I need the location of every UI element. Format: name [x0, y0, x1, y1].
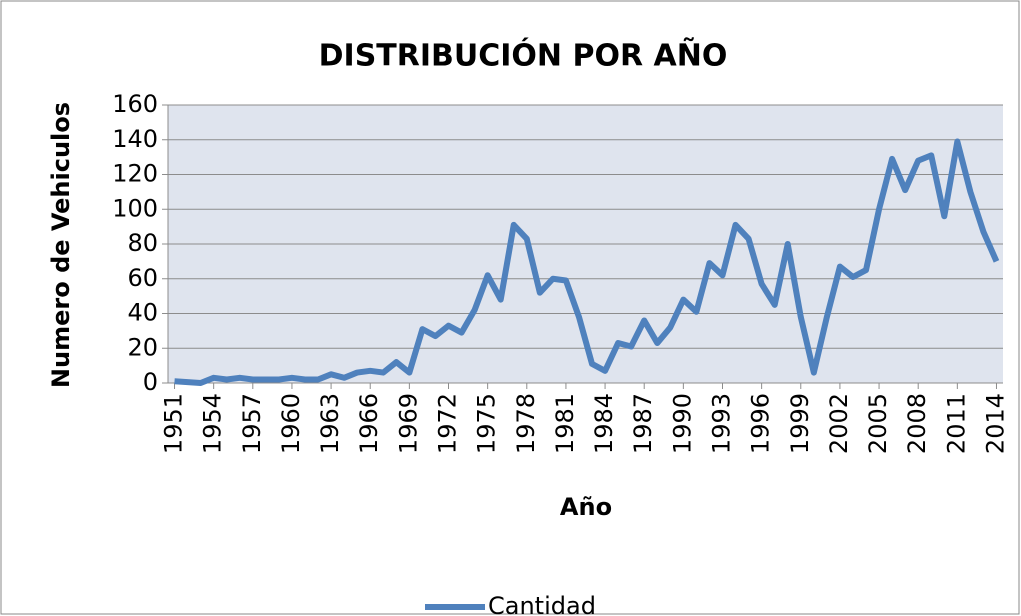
x-tick-label: 1960: [277, 393, 305, 454]
x-tick-label: 1999: [786, 393, 814, 454]
y-axis-title: Numero de Vehiculos: [47, 102, 75, 388]
chart-title: DISTRIBUCIÓN POR AÑO: [319, 37, 728, 74]
y-tick-label: 160: [112, 90, 158, 118]
x-tick-label: 2011: [942, 393, 970, 454]
x-tick-label: 1972: [434, 393, 462, 454]
y-tick-label: 20: [127, 333, 158, 361]
y-tick-label: 80: [127, 229, 158, 257]
x-tick-label: 2008: [903, 393, 931, 454]
x-tick-label: 1966: [355, 393, 383, 454]
y-tick-label: 120: [112, 160, 158, 188]
x-tick-label: 2002: [825, 393, 853, 454]
x-tick-label: 1981: [551, 393, 579, 454]
x-tick-label: 1984: [590, 393, 618, 454]
x-tick-label: 1996: [747, 393, 775, 454]
y-tick-label: 40: [127, 299, 158, 327]
x-tick-label: 1978: [512, 393, 540, 454]
y-tick-label: 0: [143, 368, 158, 396]
y-tick-label: 60: [127, 264, 158, 292]
x-tick-label: 1969: [394, 393, 422, 454]
x-tick-label: 1990: [668, 393, 696, 454]
x-tick-label: 1963: [316, 393, 344, 454]
x-tick-label: 1957: [238, 393, 266, 454]
x-tick-label: 1951: [160, 393, 188, 454]
x-tick-label: 1975: [473, 393, 501, 454]
y-tick-label: 140: [112, 125, 158, 153]
x-tick-label: 2014: [981, 393, 1009, 454]
y-tick-label: 100: [112, 194, 158, 222]
legend-label: Cantidad: [488, 592, 596, 616]
x-tick-label: 2005: [864, 393, 892, 454]
x-tick-label: 1987: [629, 393, 657, 454]
x-tick-label: 1993: [707, 393, 735, 454]
x-axis-title: Año: [560, 493, 612, 521]
x-tick-label: 1954: [199, 393, 227, 454]
data-line: [174, 138, 1000, 386]
